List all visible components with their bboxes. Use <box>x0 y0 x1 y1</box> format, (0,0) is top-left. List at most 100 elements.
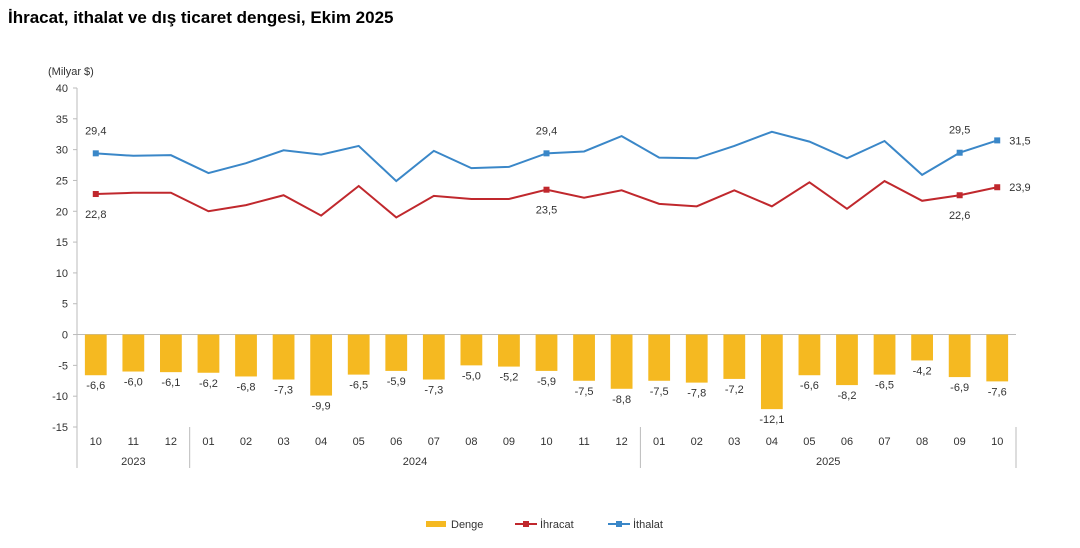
y-tick-label: 20 <box>56 206 68 218</box>
bar-denge <box>760 334 783 410</box>
bar-denge <box>498 334 520 367</box>
y-tick-label: 30 <box>56 145 68 157</box>
bar-denge <box>422 334 445 380</box>
marker-ihracat <box>92 191 99 198</box>
y-tick-label: 0 <box>62 330 68 342</box>
bar-label: -5,2 <box>499 372 518 384</box>
y-tick-label: 15 <box>56 237 68 249</box>
bar-label: -6,1 <box>161 377 180 389</box>
y-tick-label: 25 <box>56 175 68 187</box>
bar-denge <box>535 334 558 371</box>
marker-ithalat <box>956 149 963 156</box>
bar-label: -5,9 <box>387 376 406 388</box>
bar-label: -6,0 <box>124 377 143 389</box>
bar-denge <box>460 334 483 366</box>
year-label: 2024 <box>403 456 427 468</box>
marker-ithalat <box>543 150 550 157</box>
bar-denge <box>723 334 746 379</box>
x-tick-label: 12 <box>615 436 627 448</box>
legend-label: İthalat <box>633 518 663 531</box>
legend-label: Denge <box>451 519 483 531</box>
bar-denge <box>197 334 220 373</box>
bar-label: -9,9 <box>312 401 331 413</box>
y-tick-label: 10 <box>56 268 68 280</box>
x-tick-label: 11 <box>128 436 139 448</box>
bar-label: -7,5 <box>650 386 669 398</box>
bar-label: -6,6 <box>800 380 819 392</box>
x-tick-label: 02 <box>240 436 252 448</box>
x-tick-label: 08 <box>916 436 928 448</box>
x-tick-label: 01 <box>202 436 214 448</box>
bar-label: -6,2 <box>199 378 218 390</box>
bar-denge <box>235 334 257 377</box>
point-label: 29,5 <box>949 125 970 137</box>
bar-label: -7,3 <box>424 385 443 397</box>
x-tick-label: 10 <box>90 436 102 448</box>
bar-denge <box>347 334 370 375</box>
bar-denge <box>573 334 595 381</box>
point-label: 31,5 <box>1009 135 1030 147</box>
y-tick-label: 40 <box>56 83 68 95</box>
x-tick-label: 11 <box>578 436 589 448</box>
x-tick-label: 03 <box>728 436 740 448</box>
point-label: 23,5 <box>536 205 557 217</box>
x-tick-label: 09 <box>503 436 515 448</box>
legend-marker <box>616 521 622 527</box>
bar-label: -5,9 <box>537 376 556 388</box>
bar-label: -5,0 <box>462 370 481 382</box>
x-tick-label: 05 <box>353 436 365 448</box>
x-tick-label: 03 <box>277 436 289 448</box>
x-tick-label: 04 <box>315 436 327 448</box>
y-axis-label: (Milyar $) <box>48 66 94 78</box>
bar-label: -7,6 <box>988 386 1007 398</box>
bar-label: -8,2 <box>837 390 856 402</box>
x-tick-label: 07 <box>428 436 440 448</box>
bar-denge <box>385 334 408 371</box>
x-tick-label: 12 <box>165 436 177 448</box>
year-label: 2025 <box>816 456 840 468</box>
bar-denge <box>122 334 145 372</box>
bar-label: -4,2 <box>913 365 932 377</box>
x-tick-label: 04 <box>766 436 778 448</box>
bar-denge <box>685 334 708 383</box>
x-tick-label: 09 <box>954 436 966 448</box>
legend-swatch-denge <box>426 521 446 527</box>
bar-denge <box>310 334 333 396</box>
year-label: 2023 <box>121 456 145 468</box>
y-tick-label: -15 <box>52 422 68 434</box>
marker-ihracat <box>994 184 1001 191</box>
y-tick-label: -5 <box>58 360 68 372</box>
point-label: 29,4 <box>85 125 106 137</box>
bar-denge <box>272 334 295 380</box>
bar-denge <box>948 334 971 378</box>
bar-label: -7,8 <box>687 388 706 400</box>
bar-denge <box>873 334 896 375</box>
point-label: 29,4 <box>536 125 557 137</box>
legend-label: İhracat <box>540 518 574 531</box>
marker-ihracat <box>543 186 550 193</box>
bar-denge <box>160 334 182 373</box>
bar-label: -7,5 <box>575 386 594 398</box>
marker-ithalat <box>92 150 99 157</box>
bar-denge <box>84 334 107 376</box>
chart-title: İhracat, ithalat ve dış ticaret dengesi,… <box>8 8 394 27</box>
marker-ithalat <box>994 137 1001 144</box>
line-ithalat <box>95 130 998 183</box>
x-tick-label: 01 <box>653 436 665 448</box>
y-tick-label: 35 <box>56 114 68 126</box>
bar-label: -6,5 <box>875 380 894 392</box>
x-tick-label: 05 <box>803 436 815 448</box>
bar-label: -8,8 <box>612 394 631 406</box>
x-tick-label: 06 <box>390 436 402 448</box>
legend-marker <box>523 521 529 527</box>
bar-denge <box>836 334 858 386</box>
point-label: 22,6 <box>949 210 970 222</box>
x-tick-label: 10 <box>991 436 1003 448</box>
x-tick-label: 02 <box>691 436 703 448</box>
bar-denge <box>798 334 821 376</box>
marker-ihracat <box>956 192 963 199</box>
bar-label: -6,9 <box>950 382 969 394</box>
point-label: 22,8 <box>85 209 106 221</box>
point-label: 23,9 <box>1009 182 1030 194</box>
